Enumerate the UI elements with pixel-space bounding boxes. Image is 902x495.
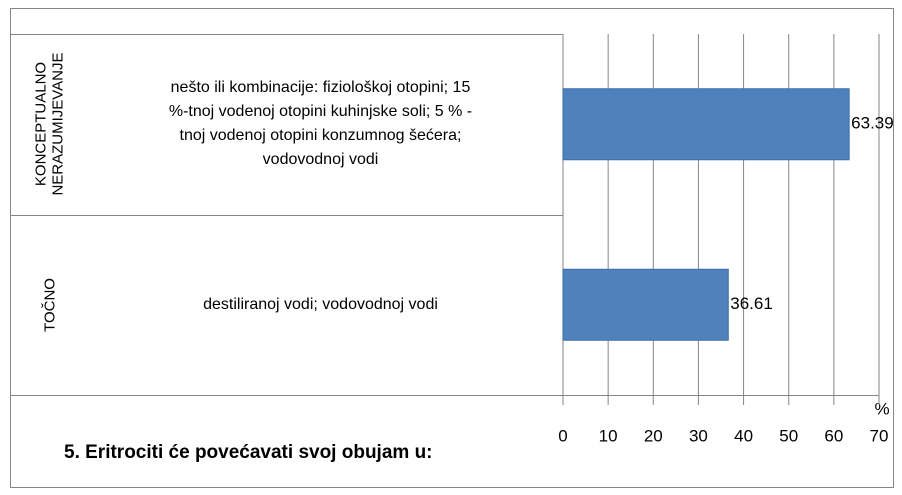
x-tick-label: 50 [779, 426, 798, 445]
x-tick-label: 70 [870, 426, 889, 445]
x-tick-label: 40 [734, 426, 753, 445]
x-tick-label: 20 [644, 426, 663, 445]
chart-title: 5. Eritrociti će povećavati svoj obujam … [64, 442, 433, 463]
x-tick-label: 10 [599, 426, 618, 445]
value-label: 63.39 [851, 114, 894, 133]
bar [562, 88, 850, 161]
group-label: TOČNO [40, 277, 58, 332]
bar [562, 268, 729, 341]
category-label: nešto ili kombinacije: fiziološkoj otopi… [168, 79, 473, 169]
value-label: 36.61 [730, 294, 773, 313]
x-tick-label: 30 [689, 426, 708, 445]
group-label: KONCEPTUALNO NERAZUMIJEVANJE [32, 52, 66, 196]
axis-label: % [874, 399, 889, 418]
chart-border [10, 8, 894, 488]
x-tick-label: 0 [558, 426, 567, 445]
x-tick-label: 60 [824, 426, 843, 445]
category-label: destiliranoj vodi; vodovodnoj vodi [203, 295, 438, 313]
